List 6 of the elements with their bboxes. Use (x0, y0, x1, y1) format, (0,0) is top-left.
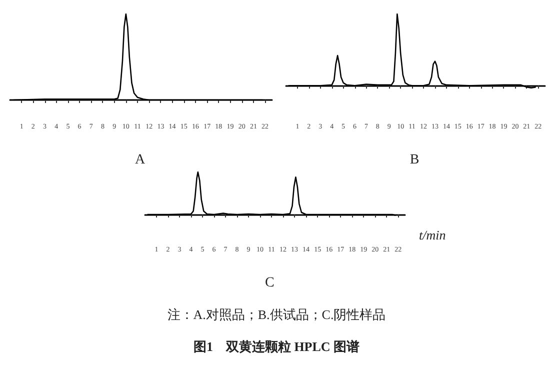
text: 注：A.对照品；B.供试品；C.阴性样品 (166, 306, 387, 324)
x-axis-title: t/min (419, 228, 446, 242)
caption: 图1 双黄连颗粒 HPLC 图谱 (192, 338, 361, 356)
text: C (265, 276, 274, 290)
text: A (134, 152, 146, 168)
text: B (410, 152, 420, 168)
